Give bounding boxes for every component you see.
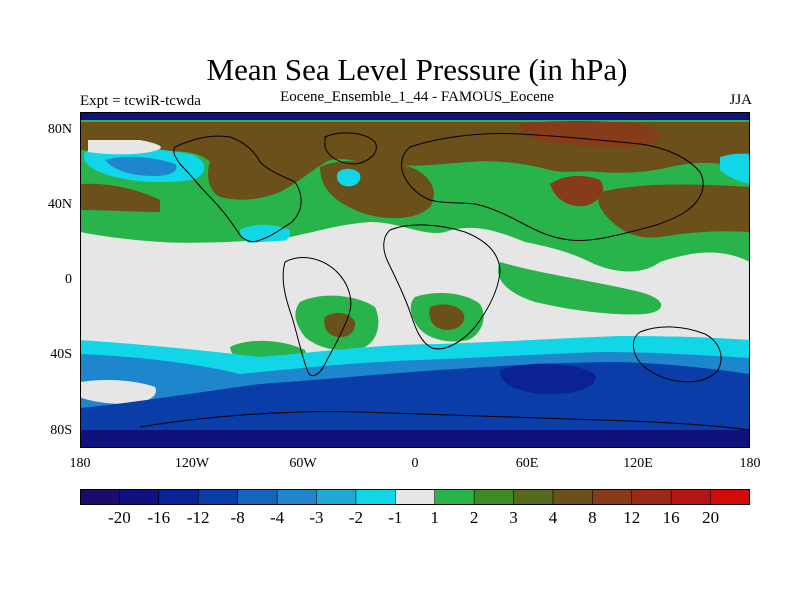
africa-outline	[383, 224, 501, 350]
colorbar-frame	[80, 489, 750, 505]
colorbar-swatch	[552, 489, 593, 505]
lon-tick-60w: 60W	[289, 456, 317, 471]
australia-outline	[632, 326, 722, 383]
colorbar-swatch	[631, 489, 672, 505]
colorbar-label: 8	[588, 508, 597, 527]
sh-white-patch-west	[80, 379, 156, 404]
colorbar-swatch	[119, 489, 160, 505]
colorbar-swatch	[474, 489, 515, 505]
colorbar-swatch	[277, 489, 317, 505]
lon-tick-180e: 180	[739, 456, 761, 471]
sh-green-indian	[498, 262, 662, 315]
north-america-outline	[173, 135, 302, 243]
colorbar-label: -8	[230, 508, 245, 527]
nh-cyan-pacific	[720, 153, 750, 184]
colorbar-swatch	[592, 489, 633, 505]
colorbar-label: 1	[430, 508, 439, 527]
nh-blue-low-west	[105, 156, 177, 176]
map-panel	[80, 112, 750, 448]
colorbar-label: 16	[662, 508, 680, 527]
colorbar-label: 20	[702, 508, 720, 527]
nh-white-low-west	[88, 140, 161, 155]
lon-tick-60e: 60E	[515, 456, 539, 471]
south-america-outline	[282, 257, 352, 377]
lat-tick-40s: 40S	[50, 347, 72, 362]
antarctica-outline	[139, 411, 750, 431]
colorbar-swatch	[198, 489, 239, 505]
lat-tick-80s: 80S	[50, 423, 72, 438]
lat-tick-40n: 40N	[47, 197, 72, 212]
colorbar-swatch	[355, 489, 396, 505]
season-label: JJA	[729, 92, 752, 108]
pressure-map	[80, 112, 750, 448]
colorbar-label: -2	[348, 508, 363, 527]
map-frame	[80, 112, 750, 448]
sh-navy-band	[80, 430, 750, 448]
greenland-outline	[324, 132, 377, 165]
colorbar-label: -1	[388, 508, 403, 527]
colorbar-swatch	[237, 489, 278, 505]
colorbar-label: 2	[469, 508, 479, 527]
colorbar-swatch	[513, 489, 554, 505]
experiment-label: Expt = tcwiR-tcwda	[80, 93, 201, 109]
colorbar-label: 4	[548, 508, 558, 527]
nh-olive-west	[80, 183, 160, 212]
sh-navy-core	[499, 363, 596, 394]
colorbar-swatch	[158, 489, 199, 505]
lat-tick-0: 0	[65, 272, 72, 287]
coastlines	[139, 132, 750, 431]
map-title: Mean Sea Level Pressure (in hPa)	[206, 52, 628, 87]
colorbar-label: -16	[147, 508, 171, 527]
lon-tick-120w: 120W	[174, 456, 210, 471]
colorbar-label: -3	[309, 508, 324, 527]
nh-brown-asia	[550, 175, 604, 207]
colorbar-swatch	[671, 489, 712, 505]
colorbar-swatch	[710, 489, 750, 505]
colorbar-label: -20	[108, 508, 131, 527]
colorbar-label: -4	[269, 508, 285, 527]
colorbar-swatch	[316, 489, 357, 505]
nh-olive-pacific	[598, 184, 750, 238]
nh-cyan-atlantic	[336, 168, 361, 187]
colorbar-label: 3	[509, 508, 518, 527]
colorbar-label: 12	[623, 508, 641, 527]
lon-tick-0: 0	[411, 456, 419, 471]
colorbar-label: -12	[186, 508, 210, 527]
lon-tick-120e: 120E	[623, 456, 653, 471]
colorbar	[80, 489, 750, 505]
sh-olive-africa	[429, 304, 465, 330]
colorbar-swatch	[434, 489, 475, 505]
nh-navy-top	[80, 112, 750, 120]
ensemble-label: Eocene_Ensemble_1_44 - FAMOUS_Eocene	[280, 89, 554, 105]
lat-tick-80n: 80N	[47, 122, 72, 137]
colorbar-swatch	[80, 489, 120, 505]
lon-tick-180w: 180	[69, 456, 91, 471]
nh-brown-arctic	[519, 121, 659, 148]
colorbar-swatch	[395, 489, 436, 505]
eurasia-outline	[401, 133, 704, 241]
